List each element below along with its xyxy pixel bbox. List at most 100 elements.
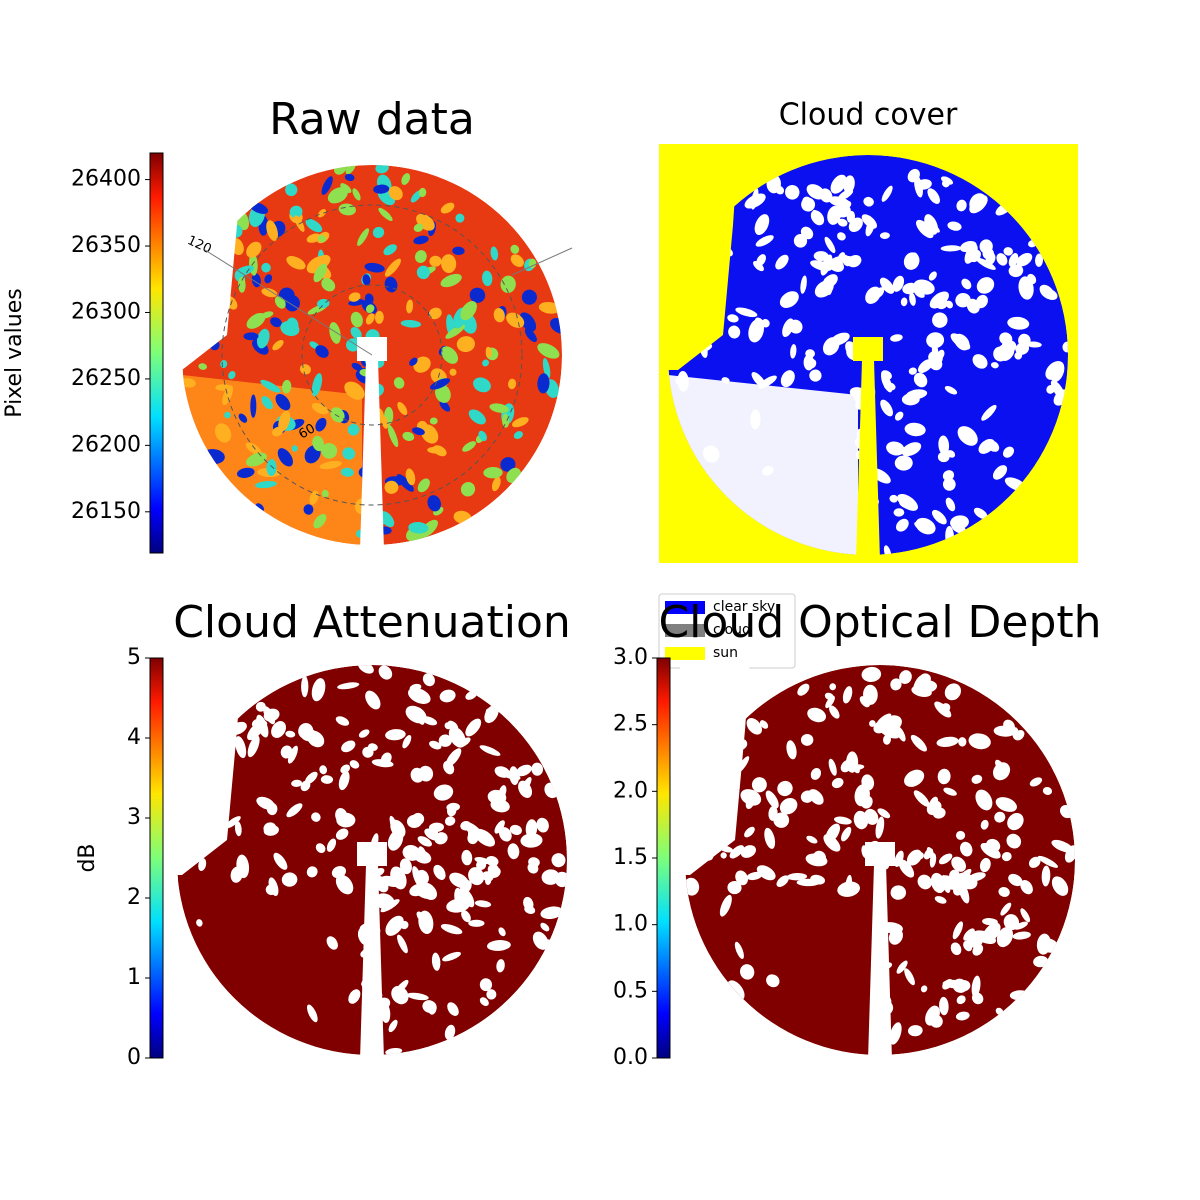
image-mask	[680, 660, 750, 875]
image-patch	[525, 819, 538, 839]
image-patch	[352, 188, 361, 201]
image-patch	[278, 410, 291, 432]
image-patch	[996, 926, 1014, 948]
image-patch	[1041, 865, 1051, 887]
image-patch	[926, 800, 942, 816]
image-patch	[765, 790, 779, 809]
image-patch	[455, 213, 465, 223]
image-patch	[819, 188, 833, 203]
image-patch	[779, 797, 798, 815]
image-patch	[442, 951, 461, 962]
image-patch	[992, 465, 1008, 480]
image-patch	[510, 244, 520, 254]
image-patch	[273, 852, 288, 870]
image-patch	[727, 314, 739, 323]
image-patch	[460, 482, 476, 497]
image-patch	[402, 735, 412, 749]
image-patch	[496, 959, 505, 973]
image-patch	[968, 733, 991, 750]
colorbar-tick-label: 26150	[71, 499, 141, 524]
image-patch	[427, 446, 444, 454]
image-patch	[444, 1024, 456, 1041]
image-patch	[971, 774, 983, 784]
image-patch	[236, 854, 250, 879]
image-patch	[485, 708, 495, 722]
image-patch	[510, 254, 524, 267]
image-patch	[414, 250, 427, 263]
image-patch	[975, 257, 996, 270]
image-patch	[524, 905, 536, 914]
image-patch	[473, 377, 491, 393]
image-patch	[945, 497, 956, 512]
image-patch	[499, 827, 512, 842]
image-patch	[406, 814, 423, 828]
image-patch	[883, 545, 892, 555]
image-patch	[196, 919, 203, 927]
image-patch	[801, 197, 816, 212]
legend-swatch	[665, 601, 705, 614]
image-patch	[440, 202, 455, 214]
image-patch	[901, 442, 922, 457]
polar-ring	[221, 204, 523, 506]
image-patch	[861, 666, 882, 682]
image-patch	[507, 843, 520, 860]
image-patch	[982, 282, 990, 290]
image-patch	[277, 448, 293, 467]
image-patch	[864, 808, 879, 825]
image-patch	[807, 358, 817, 369]
image-patch	[335, 716, 350, 726]
image-patch	[945, 300, 953, 309]
image-patch	[351, 362, 363, 371]
image-patch	[447, 720, 459, 731]
image-patch	[812, 209, 821, 221]
image-patch	[934, 701, 952, 718]
image-patch	[375, 165, 389, 174]
image-patch	[538, 302, 561, 314]
image-patch	[904, 769, 925, 787]
image-patch	[972, 354, 988, 369]
image-patch	[348, 292, 361, 302]
image-patch	[344, 173, 355, 182]
image-patch	[509, 824, 522, 835]
image-patch	[321, 278, 336, 292]
image-patch	[1028, 856, 1041, 868]
image-patch	[1015, 342, 1030, 355]
image-patch	[461, 849, 473, 866]
image-patch	[675, 374, 688, 385]
image-patch	[927, 188, 940, 204]
image-patch	[913, 790, 930, 807]
image-patch	[440, 273, 462, 288]
image-region	[177, 880, 362, 1055]
image-patch	[537, 373, 550, 394]
image-patch	[746, 871, 763, 881]
image-patch	[387, 424, 399, 448]
image-patch	[895, 726, 906, 742]
image-patch	[827, 205, 842, 225]
image-patch	[384, 258, 401, 277]
image-patch	[246, 312, 266, 329]
image-patch	[899, 670, 912, 684]
image-patch	[433, 784, 454, 801]
image-patch	[406, 992, 429, 1001]
image-patch	[837, 232, 846, 241]
image-patch	[422, 1000, 437, 1013]
image-patch	[485, 346, 492, 358]
image-patch	[773, 812, 790, 828]
image-patch	[388, 186, 403, 201]
image-patch	[272, 339, 284, 351]
image-patch	[936, 736, 959, 747]
image-patch	[973, 507, 988, 520]
image-patch	[311, 678, 326, 702]
image-patch	[500, 457, 516, 472]
image-patch	[833, 255, 856, 263]
image-patch	[969, 193, 987, 212]
image-patch	[880, 399, 893, 417]
image-patch	[500, 275, 516, 293]
image-patch	[330, 407, 345, 423]
image-patch	[942, 477, 956, 491]
image-patch	[307, 1004, 318, 1023]
image-patch	[896, 518, 909, 532]
image-patch	[238, 413, 248, 423]
image-patch	[840, 200, 852, 210]
image-patch	[739, 964, 755, 980]
